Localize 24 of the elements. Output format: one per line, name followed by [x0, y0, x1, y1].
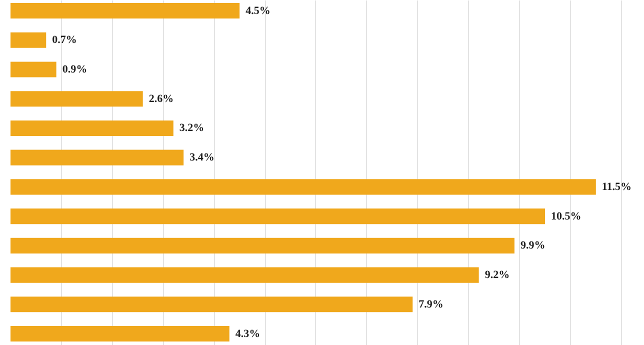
data-label: 3.4%: [190, 152, 214, 164]
bar: [10, 2, 240, 19]
data-label: 2.6%: [148, 92, 174, 105]
bar: [10, 208, 546, 224]
bar: [10, 296, 413, 312]
bar: [10, 238, 514, 254]
bar: [10, 150, 184, 166]
bar: [10, 32, 46, 48]
data-label: 10.5%: [551, 210, 582, 222]
bar: [10, 267, 479, 283]
data-label: 4.3%: [235, 328, 260, 340]
data-label: 11.5%: [602, 180, 632, 193]
data-label: 9.9%: [520, 240, 546, 252]
data-label: 4.5%: [246, 4, 270, 17]
data-label: 7.9%: [418, 298, 444, 310]
bar: [10, 120, 174, 136]
data-label: 3.2%: [179, 122, 204, 134]
bar: [10, 91, 143, 107]
data-label: 9.2%: [484, 269, 510, 282]
bar: [10, 326, 230, 342]
data-label: 0.9%: [62, 64, 88, 76]
bar: [10, 179, 596, 195]
bar: [10, 62, 56, 78]
data-label: 0.7%: [52, 34, 77, 46]
